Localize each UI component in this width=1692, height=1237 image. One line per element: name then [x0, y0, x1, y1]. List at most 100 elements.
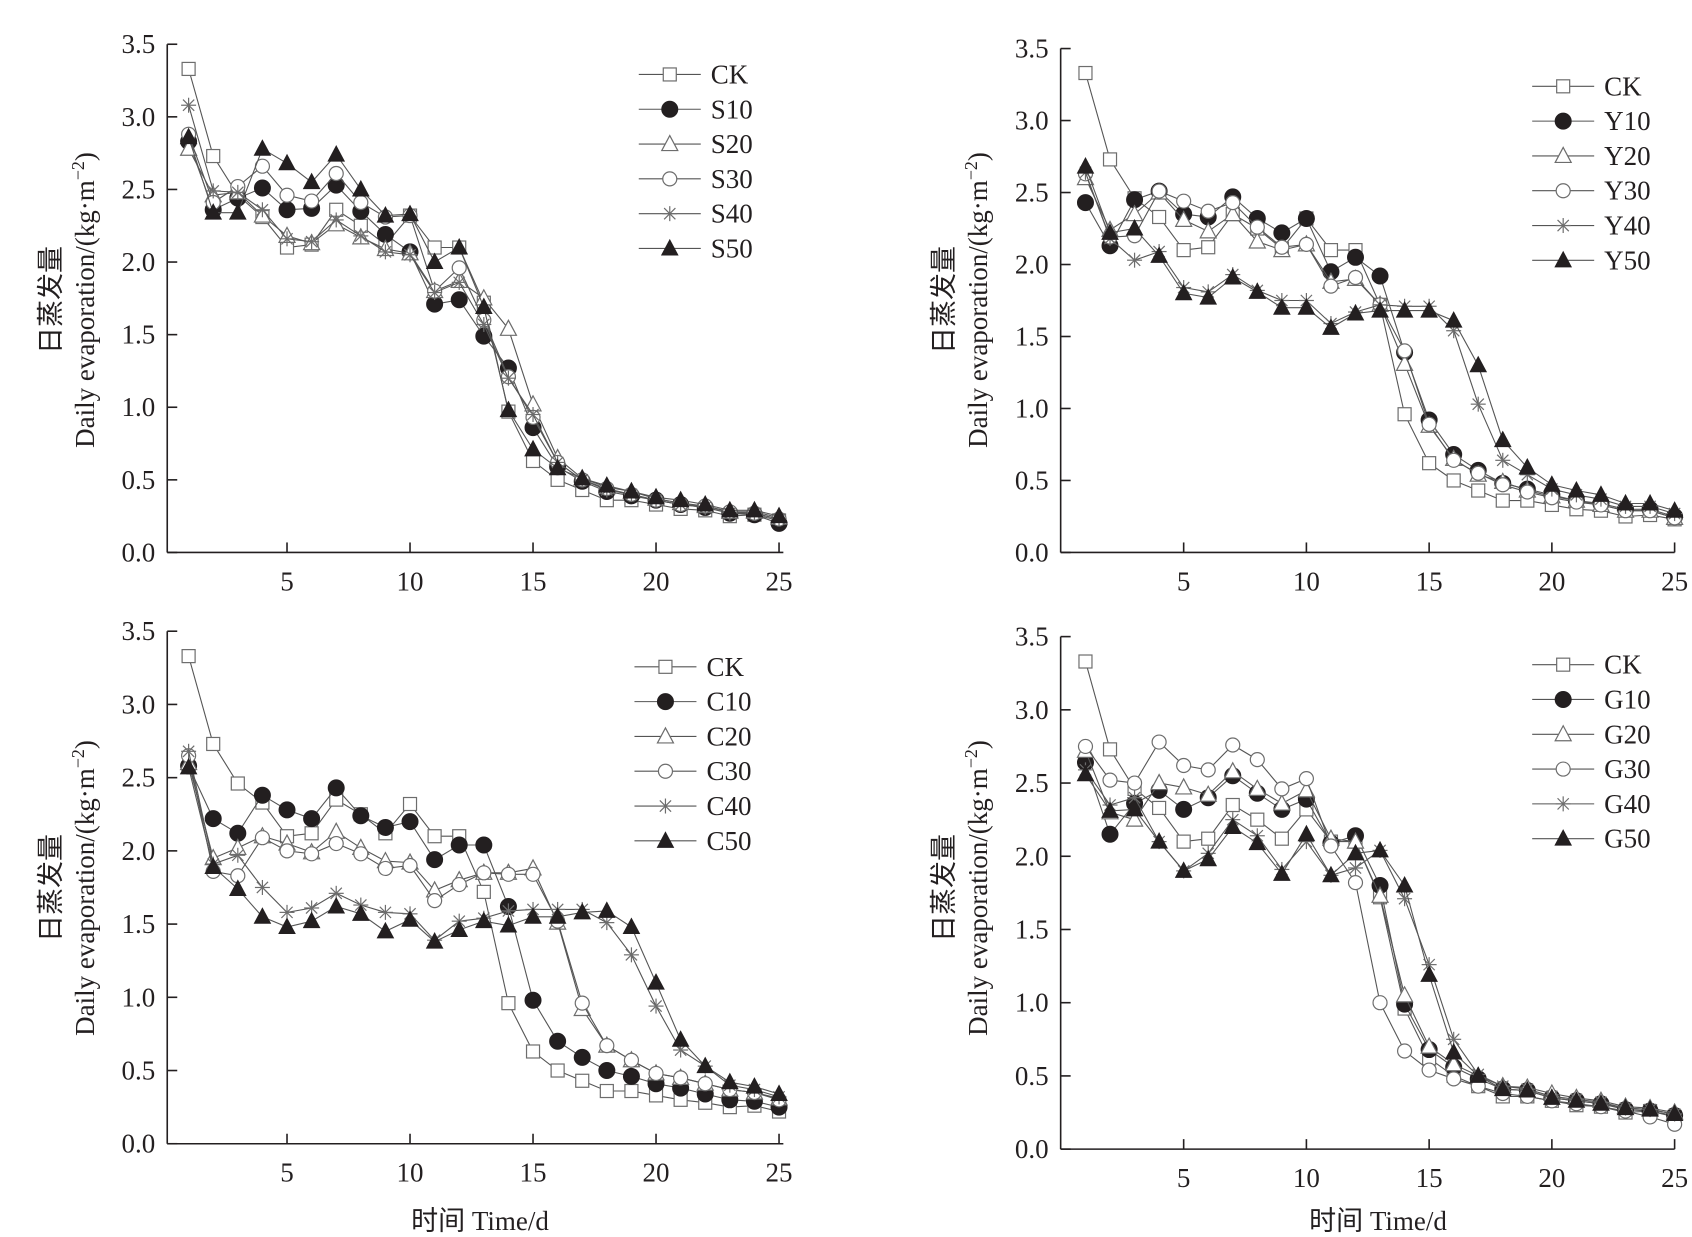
data-point-y30: [1396, 343, 1413, 359]
series-c10: [180, 757, 788, 1116]
series-c20: [179, 753, 789, 1106]
data-point-g50: [1493, 1079, 1512, 1097]
x-tick-label: 15: [520, 566, 547, 596]
y-axis-label-bottom-right: 日蒸发量 Daily evaporation/(kg·m−2): [929, 740, 993, 1036]
data-point-s40: [304, 234, 320, 250]
data-point-c50: [499, 915, 518, 933]
data-point-y30: [1323, 278, 1339, 294]
x-axis-label-right: 时间 Time/d: [1309, 1206, 1447, 1236]
data-point-c40: [648, 998, 664, 1014]
legend-label: G10: [1604, 684, 1651, 714]
legend-item-g20: G20: [1532, 719, 1651, 749]
data-point-c10: [204, 810, 222, 828]
y-tick-label: 2.0: [1015, 841, 1049, 871]
data-point-c10: [376, 818, 394, 836]
data-point-c30: [427, 893, 443, 909]
data-point-y50: [1322, 318, 1340, 335]
data-point-g50: [1174, 861, 1193, 878]
data-point-g20: [1150, 773, 1169, 791]
data-point-s50: [647, 487, 665, 505]
data-point-c40: [304, 900, 320, 916]
y-axis-label-en: Daily evaporation/(kg·m−2): [68, 740, 100, 1036]
legend-label: Y40: [1604, 211, 1651, 241]
data-point-c10: [352, 807, 370, 825]
y-tick-label: 3.0: [121, 689, 155, 719]
data-point-g50: [1101, 801, 1119, 818]
data-point-s40: [328, 212, 344, 228]
legend-label: Y30: [1604, 176, 1651, 206]
data-point-c50: [204, 857, 223, 874]
y-tick-label: 2.0: [1015, 250, 1049, 280]
data-point-g50: [1616, 1098, 1635, 1116]
data-point-y30: [1495, 477, 1511, 493]
data-point-ck: [525, 1044, 541, 1059]
data-point-y50: [1174, 283, 1193, 301]
data-point-g10: [1101, 825, 1119, 843]
data-point-g30: [1102, 772, 1118, 788]
y-axis-label-cn: 日蒸发量: [929, 246, 959, 354]
y-tick-label: 3.5: [121, 29, 155, 59]
data-point-y50: [1101, 223, 1119, 240]
legend-item-g30: G30: [1532, 754, 1651, 784]
legend-label: G40: [1604, 789, 1651, 819]
y-tick-label: 2.5: [1015, 178, 1049, 208]
data-point-ck: [575, 1073, 590, 1088]
legend-label: S20: [711, 129, 753, 159]
data-point-y50: [1199, 288, 1218, 305]
series-g30: [1077, 734, 1683, 1132]
data-point-c10: [426, 851, 444, 869]
data-point-c10: [327, 779, 345, 797]
series-y20: [1076, 168, 1684, 525]
data-point-ck: [1446, 473, 1461, 488]
legend-item-y10: Y10: [1532, 106, 1651, 136]
x-tick-label: 10: [397, 1158, 424, 1188]
data-point-ck: [402, 796, 418, 812]
panel-top-right: 0.0 0.5 1.0 1.5 2.0 2.5 3.0 3.5 5 10 15 20 25 CK Y10 Y2…: [1015, 34, 1688, 597]
data-point-c30: [500, 866, 517, 882]
x-tick-label: 25: [766, 1158, 793, 1188]
data-point-s40: [476, 316, 492, 332]
legend-item-g10: G10: [1532, 684, 1651, 714]
data-point-c50: [696, 1056, 715, 1074]
data-point-c30: [525, 866, 541, 882]
data-point-c30: [451, 876, 467, 893]
data-point-ck: [550, 472, 565, 487]
x-tick-label: 20: [1538, 566, 1565, 596]
data-point-c50: [548, 907, 567, 924]
legend-item-s50: S50: [638, 233, 753, 263]
data-point-c10: [622, 1067, 640, 1085]
data-point-g20: [1272, 793, 1291, 811]
data-point-g30: [1151, 734, 1167, 750]
data-point-y50: [1518, 457, 1537, 475]
data-point-s50: [474, 297, 493, 315]
legend-label: C50: [706, 826, 751, 856]
data-point-c50: [327, 896, 346, 914]
data-point-c30: [377, 860, 394, 877]
legend-marker-s20: [660, 134, 679, 152]
legend: CK G10 G20 G30 G40 G50: [1532, 650, 1651, 854]
data-point-ck: [1471, 483, 1486, 498]
data-point-s50: [302, 172, 321, 190]
legend-item-c20: C20: [634, 721, 751, 751]
legend-marker-ck: [1556, 79, 1571, 94]
x-tick-label: 5: [1177, 566, 1191, 596]
series-s10: [180, 133, 788, 532]
x-tick-label: 20: [643, 1158, 670, 1188]
data-point-s40: [205, 183, 221, 199]
data-point-y50: [1592, 485, 1610, 502]
y-tick-label: 3.0: [1015, 695, 1049, 725]
data-point-c30: [623, 1052, 640, 1068]
data-point-y40: [1470, 396, 1486, 412]
legend-label: Y50: [1604, 245, 1651, 275]
data-point-c30: [328, 835, 344, 852]
data-point-c10: [450, 836, 468, 854]
legend-item-y40: Y40: [1532, 211, 1651, 241]
data-point-ck: [1078, 654, 1093, 669]
data-point-ck: [1422, 456, 1437, 471]
data-point-g40: [1347, 860, 1363, 876]
legend-item-s40: S40: [638, 199, 753, 229]
data-point-y50: [1567, 480, 1586, 498]
y-tick-label: 0.5: [121, 465, 155, 495]
data-point-y30: [1225, 195, 1241, 211]
